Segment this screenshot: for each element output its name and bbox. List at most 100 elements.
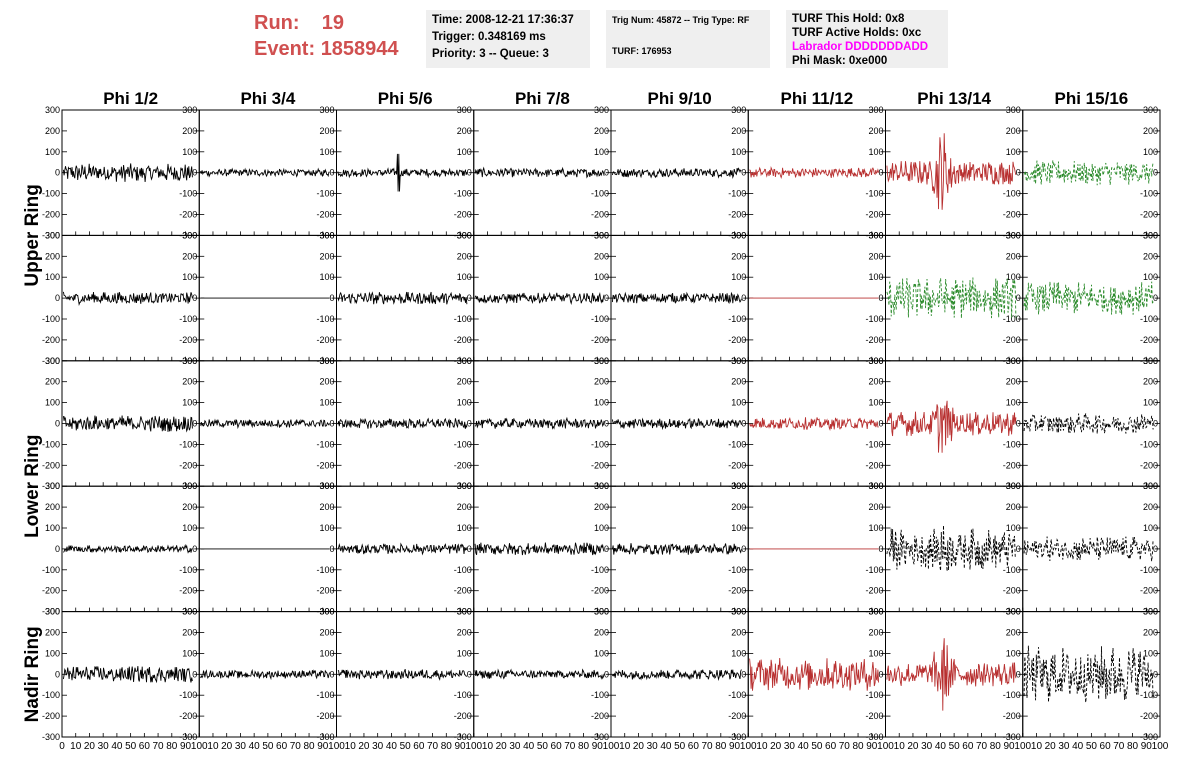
x-tick-label: 70 xyxy=(839,741,851,752)
y-tick-label: -100 xyxy=(1140,439,1158,449)
x-tick-label: 80 xyxy=(441,741,453,752)
x-tick-label: 40 xyxy=(935,741,947,752)
y-tick-label: 300 xyxy=(1006,105,1021,115)
x-tick-label: 90 xyxy=(1141,741,1153,752)
waveform-trace xyxy=(62,415,193,433)
y-tick-label: 200 xyxy=(1143,628,1158,638)
y-tick-label: 300 xyxy=(319,481,334,491)
y-tick-label: 100 xyxy=(1143,398,1158,408)
y-tick-label: 0 xyxy=(192,168,197,178)
priority-text: Priority: 3 -- Queue: 3 xyxy=(432,48,549,60)
y-tick-label: -200 xyxy=(316,460,334,470)
column-header: Phi 13/14 xyxy=(917,89,991,108)
x-tick-label: 80 xyxy=(715,741,727,752)
x-tick-label: 90 xyxy=(592,741,604,752)
y-tick-label: 100 xyxy=(182,648,197,658)
y-tick-label: -100 xyxy=(1003,690,1021,700)
y-tick-label: 0 xyxy=(1153,419,1158,429)
y-tick-label: -200 xyxy=(591,335,609,345)
y-tick-label: 200 xyxy=(182,126,197,136)
y-tick-label: 0 xyxy=(741,669,746,679)
ring-label: Lower Ring xyxy=(22,434,43,537)
y-tick-label: -200 xyxy=(454,586,472,596)
y-tick-label: 300 xyxy=(182,105,197,115)
y-tick-label: 100 xyxy=(45,272,60,282)
x-tick-label: 20 xyxy=(1045,741,1057,752)
y-tick-label: -200 xyxy=(316,335,334,345)
x-tick-label: 90 xyxy=(317,741,329,752)
y-tick-label: 100 xyxy=(594,398,609,408)
y-tick-label: 200 xyxy=(182,251,197,261)
y-tick-label: 300 xyxy=(1143,607,1158,617)
y-tick-label: 100 xyxy=(731,147,746,157)
y-tick-label: 0 xyxy=(329,168,334,178)
x-tick-label: 10 xyxy=(207,741,219,752)
waveform-trace xyxy=(1023,645,1154,703)
y-tick-label: -100 xyxy=(1003,189,1021,199)
y-tick-label: 300 xyxy=(1143,230,1158,240)
waveform-trace xyxy=(611,669,742,681)
y-tick-label: -200 xyxy=(728,335,746,345)
x-tick-label: 50 xyxy=(674,741,686,752)
x-tick-label: 70 xyxy=(564,741,576,752)
y-tick-label: 200 xyxy=(457,628,472,638)
y-tick-label: -100 xyxy=(1140,565,1158,575)
y-tick-label: -100 xyxy=(42,690,60,700)
x-tick-label: 60 xyxy=(413,741,425,752)
y-tick-label: 0 xyxy=(1153,669,1158,679)
y-tick-label: -100 xyxy=(728,314,746,324)
x-tick-label: 90 xyxy=(454,741,466,752)
y-tick-label: 0 xyxy=(55,168,60,178)
time-info-box: Time: 2008-12-21 17:36:37 Trigger: 0.348… xyxy=(426,10,590,68)
y-tick-label: 100 xyxy=(1143,648,1158,658)
x-tick-label: 70 xyxy=(1113,741,1125,752)
y-tick-label: 200 xyxy=(319,628,334,638)
trig-num-text: Trig Num: 45872 -- Trig Type: RF xyxy=(612,15,750,25)
x-tick-label: 50 xyxy=(1086,741,1098,752)
event-line: Event: 1858944 xyxy=(254,36,424,62)
x-tick-label: 100 xyxy=(877,741,894,752)
y-tick-label: -200 xyxy=(1003,711,1021,721)
waveform-trace xyxy=(474,416,605,430)
y-tick-label: -100 xyxy=(1003,439,1021,449)
y-tick-label: 100 xyxy=(45,648,60,658)
y-tick-label: 200 xyxy=(868,628,883,638)
y-tick-label: 0 xyxy=(878,168,883,178)
y-tick-label: 0 xyxy=(1016,669,1021,679)
x-tick-label: 60 xyxy=(551,741,563,752)
y-tick-label: -200 xyxy=(42,210,60,220)
y-tick-label: 300 xyxy=(45,105,60,115)
waveform-trace xyxy=(886,277,1017,319)
x-tick-label: 40 xyxy=(1072,741,1084,752)
y-tick-label: 0 xyxy=(604,544,609,554)
y-tick-label: 300 xyxy=(1006,230,1021,240)
x-tick-label: 20 xyxy=(358,741,370,752)
column-header: Phi 5/6 xyxy=(378,89,433,108)
y-tick-label: 100 xyxy=(319,648,334,658)
y-tick-label: 300 xyxy=(1006,356,1021,366)
y-tick-label: -200 xyxy=(179,586,197,596)
y-tick-label: 100 xyxy=(1006,523,1021,533)
y-tick-label: -200 xyxy=(1003,335,1021,345)
y-tick-label: 200 xyxy=(594,502,609,512)
y-tick-label: 100 xyxy=(457,523,472,533)
y-tick-label: -200 xyxy=(454,335,472,345)
x-tick-label: 100 xyxy=(1152,741,1169,752)
y-tick-label: 100 xyxy=(319,398,334,408)
y-tick-label: -300 xyxy=(1140,732,1158,742)
y-tick-label: 0 xyxy=(467,544,472,554)
x-tick-label: 30 xyxy=(235,741,247,752)
y-tick-label: -300 xyxy=(1003,732,1021,742)
y-tick-label: 200 xyxy=(1143,251,1158,261)
y-tick-label: -200 xyxy=(1140,210,1158,220)
y-tick-label: 200 xyxy=(1006,628,1021,638)
y-tick-label: -300 xyxy=(42,732,60,742)
y-tick-label: -100 xyxy=(591,314,609,324)
y-tick-label: 0 xyxy=(604,419,609,429)
y-tick-label: -200 xyxy=(591,460,609,470)
x-tick-label: 70 xyxy=(153,741,165,752)
y-tick-label: -100 xyxy=(865,189,883,199)
y-tick-label: 300 xyxy=(457,481,472,491)
x-tick-label: 80 xyxy=(852,741,864,752)
